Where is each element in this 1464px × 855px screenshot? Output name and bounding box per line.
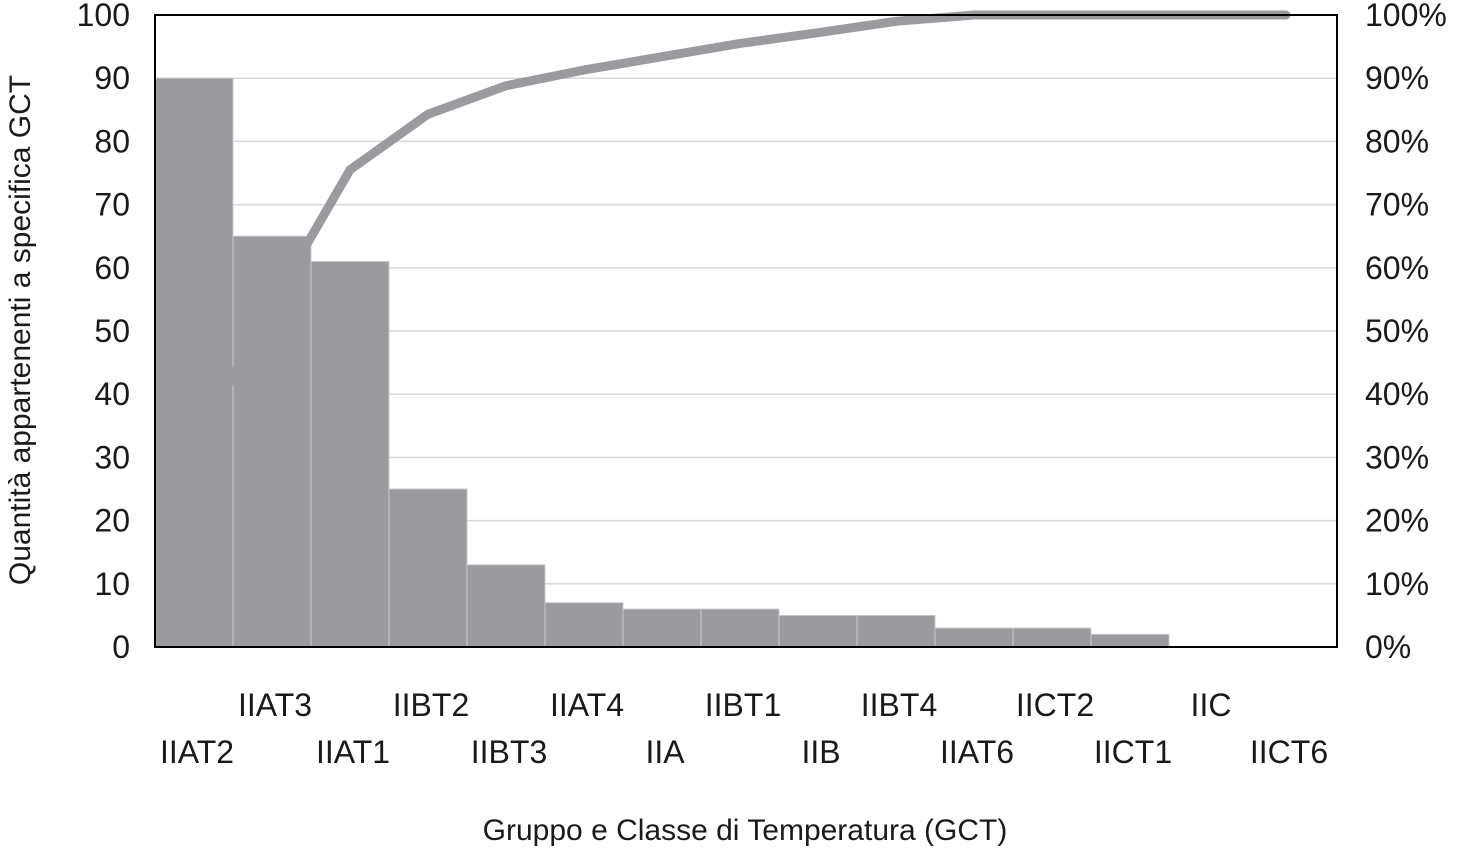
y-axis-ticks: 0 10 20 30 40 50 60 70 80 90 100 <box>77 0 130 665</box>
y2-tick-label: 40% <box>1365 376 1429 412</box>
x-tick-label: IIAT6 <box>940 734 1014 770</box>
bar-iiat2 <box>155 78 233 647</box>
bar-iiat6 <box>935 628 1013 647</box>
bar-iibt1 <box>701 609 779 647</box>
y-tick-label: 60 <box>94 250 130 286</box>
y-tick-label: 100 <box>77 0 130 33</box>
y-tick-label: 80 <box>94 123 130 159</box>
y2-tick-label: 0% <box>1365 629 1411 665</box>
x-axis-title: Gruppo e Classe di Temperatura (GCT) <box>483 814 1008 847</box>
y-tick-label: 70 <box>94 187 130 223</box>
y-tick-label: 40 <box>94 376 130 412</box>
x-tick-label: IIAT4 <box>550 687 624 723</box>
y-tick-label: 20 <box>94 503 130 539</box>
y2-tick-label: 30% <box>1365 439 1429 475</box>
y2-tick-label: 50% <box>1365 313 1429 349</box>
x-tick-label: IIAT3 <box>238 687 312 723</box>
bars <box>155 78 1169 647</box>
bar-iibt3 <box>467 565 545 647</box>
y2-tick-label: 60% <box>1365 250 1429 286</box>
y-tick-label: 30 <box>94 439 130 475</box>
x-tick-label: IIBT4 <box>861 687 937 723</box>
x-tick-label: IIB <box>801 734 840 770</box>
bar-iia <box>623 609 701 647</box>
y-tick-label: 90 <box>94 60 130 96</box>
y2-tick-label: 70% <box>1365 187 1429 223</box>
bar-iiat1 <box>311 261 389 647</box>
y2-tick-label: 100% <box>1365 0 1447 33</box>
y2-axis-ticks: 0% 10% 20% 30% 40% 50% 60% 70% 80% 90% 100% <box>1365 0 1447 665</box>
x-tick-label: IIBT2 <box>393 687 469 723</box>
bar-iibt2 <box>389 489 467 647</box>
bar-iibt4 <box>857 615 935 647</box>
bar-iict2 <box>1013 628 1091 647</box>
y2-tick-label: 90% <box>1365 60 1429 96</box>
y2-tick-label: 80% <box>1365 123 1429 159</box>
x-tick-label: IICT6 <box>1250 734 1328 770</box>
y-tick-label: 10 <box>94 566 130 602</box>
bar-iib <box>779 615 857 647</box>
y-tick-label: 50 <box>94 313 130 349</box>
x-tick-label: IICT1 <box>1094 734 1172 770</box>
bar-iiat4 <box>545 603 623 647</box>
x-tick-label: IIAT1 <box>316 734 390 770</box>
y-axis-title: Quantità appartenenti a specifica GCT <box>4 75 37 585</box>
x-tick-label: IIBT1 <box>705 687 781 723</box>
y2-tick-label: 20% <box>1365 503 1429 539</box>
x-tick-label: IIBT3 <box>471 734 547 770</box>
x-tick-label: IICT2 <box>1016 687 1094 723</box>
bar-iict1 <box>1091 634 1169 647</box>
x-tick-label: IIA <box>645 734 685 770</box>
y2-tick-label: 10% <box>1365 566 1429 602</box>
x-tick-label: IIAT2 <box>160 734 234 770</box>
y-tick-label: 0 <box>112 629 130 665</box>
x-tick-label: IIC <box>1191 687 1232 723</box>
